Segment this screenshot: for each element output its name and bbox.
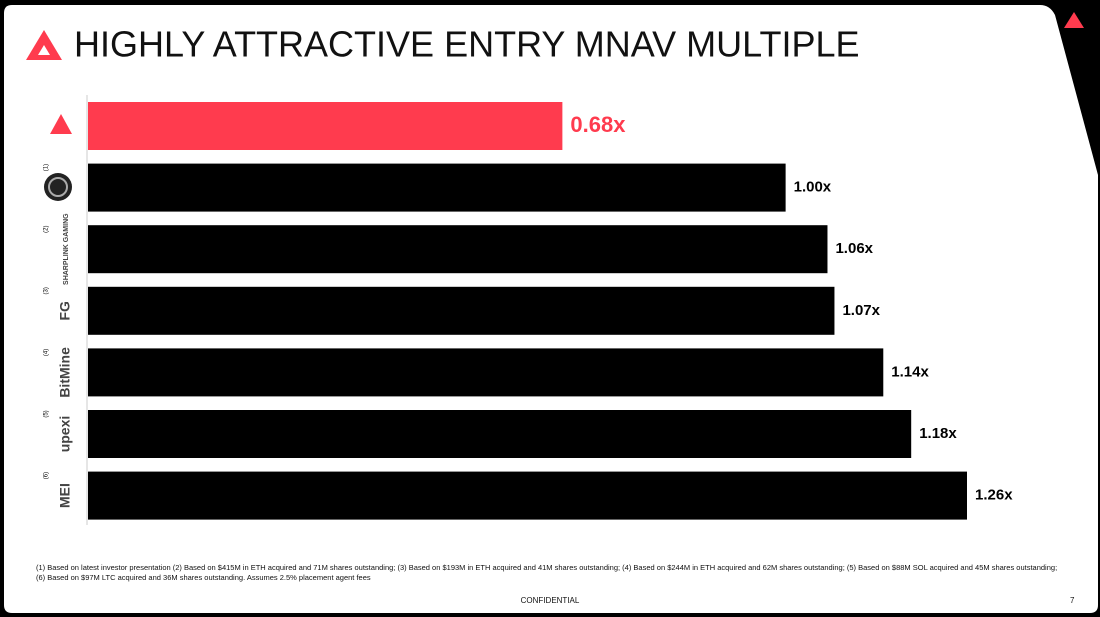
category-logo — [50, 114, 72, 134]
footnote: (1) Based on latest investor presentatio… — [36, 563, 1058, 582]
value-label: 1.18x — [919, 425, 957, 442]
category-label: MEI — [57, 483, 73, 508]
page-number: 7 — [1070, 596, 1075, 605]
category-label: upexi — [57, 416, 73, 453]
value-label: 1.26x — [975, 487, 1013, 504]
value-label: 1.00x — [794, 179, 832, 196]
category-logo — [48, 177, 68, 197]
corner-logo — [1064, 12, 1084, 28]
category-label: FG — [57, 301, 73, 321]
value-label: 1.07x — [842, 302, 880, 319]
value-label: 1.06x — [835, 240, 873, 257]
title-logo-cut — [38, 45, 50, 55]
bar — [88, 410, 912, 458]
bar — [88, 471, 967, 520]
category-note: (1) — [44, 164, 50, 171]
value-label: 1.14x — [891, 363, 929, 380]
bar — [88, 348, 884, 397]
value-label: 0.68x — [570, 112, 626, 137]
category-note: (6) — [44, 472, 50, 479]
bar — [88, 286, 835, 335]
chart-title: HIGHLY ATTRACTIVE ENTRY MNAV MULTIPLE — [74, 24, 860, 65]
category-note: (4) — [44, 349, 50, 356]
category-note: (2) — [44, 226, 50, 233]
bar — [88, 225, 828, 274]
category-label: BitMine — [57, 347, 73, 398]
category-label: SHARPLINK GAMING — [63, 213, 70, 285]
category-note: (3) — [44, 287, 50, 294]
category-note: (5) — [44, 410, 50, 417]
bar — [88, 102, 563, 150]
confidential: CONFIDENTIAL — [520, 596, 580, 605]
bar — [88, 163, 786, 212]
